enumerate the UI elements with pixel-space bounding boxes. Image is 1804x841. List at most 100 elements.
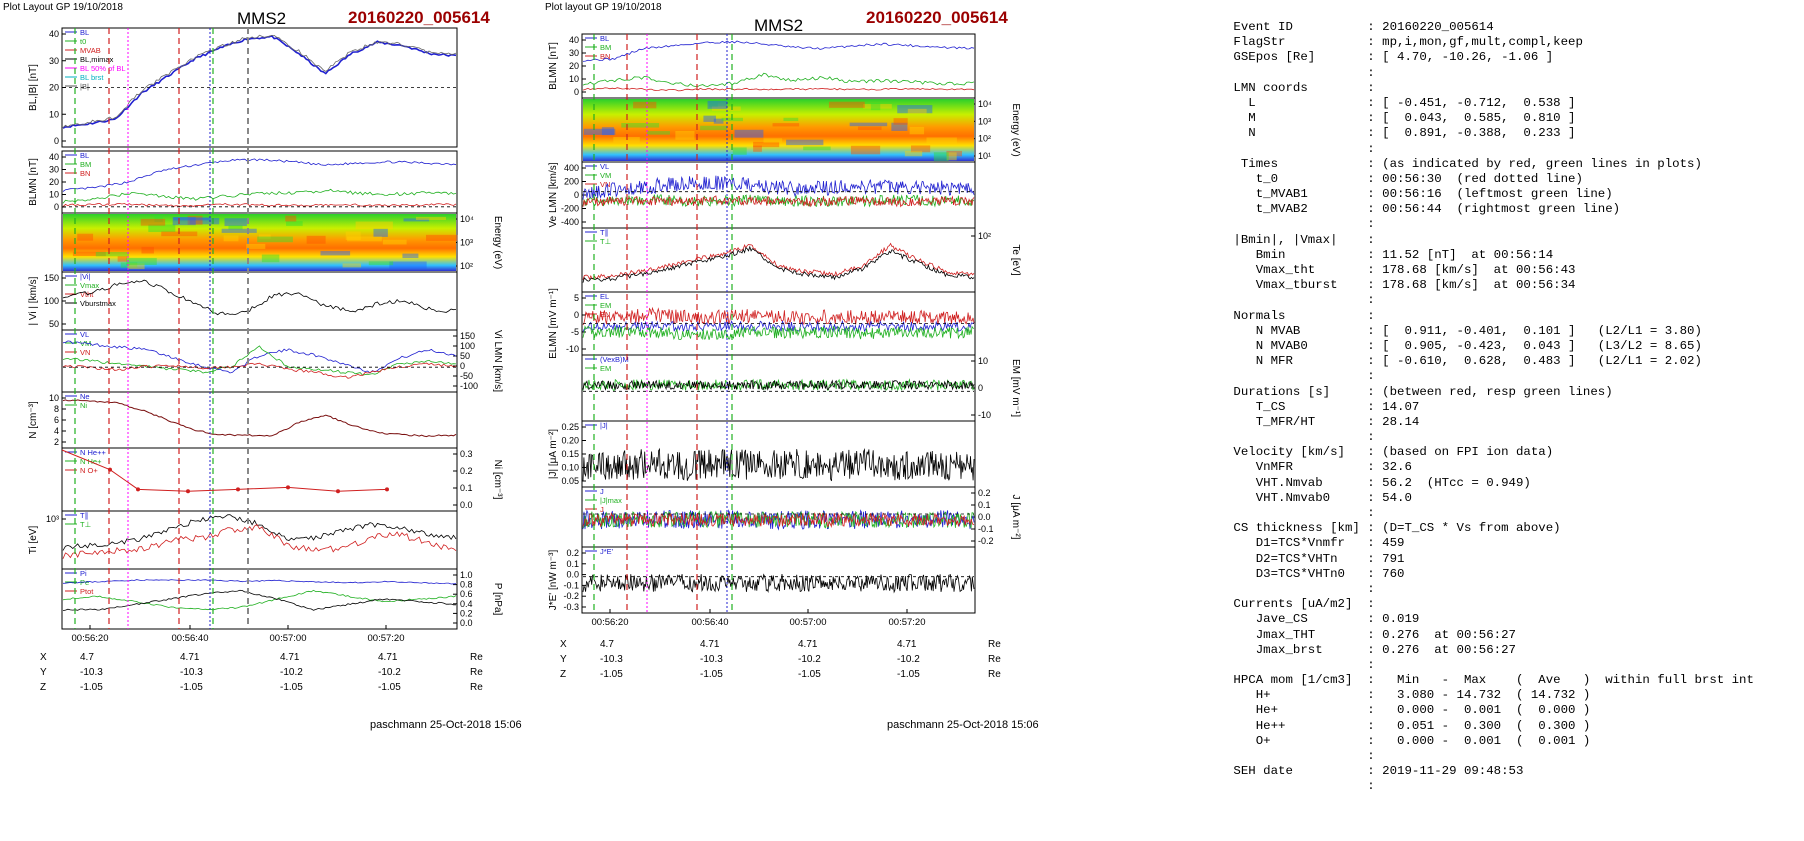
info-line: Normals : [1226,308,1375,323]
spectrogram-patch [904,150,923,157]
info-line: N : [ 0.891, -0.388, 0.233 ] [1226,126,1576,141]
spectrogram-patch [857,126,882,131]
series-line [582,242,975,280]
spectrogram-patch [849,122,888,127]
legend-entry: VM [600,171,611,180]
y-tick-label-right: 50 [460,351,470,361]
position-row: X 4.7 4.71 4.71 4.71 Re [560,639,1020,654]
legend-entry: |B| [80,82,89,91]
series-line [582,447,975,482]
y-tick-label-right: -10 [978,410,991,420]
y-tick-label: 0 [574,87,579,97]
series-line [582,510,975,529]
series-line [62,399,457,438]
spectrogram-patch [803,146,831,151]
spectrogram-patch [345,231,361,240]
y-tick-label: 6 [54,415,59,425]
y-tick-label-right: 0.2 [460,466,473,476]
spectrogram-patch [126,257,157,265]
spectrogram-patch [148,224,176,233]
legend-entry: VN [80,348,90,357]
series-line [582,573,975,594]
x-tick-label: 00:57:20 [889,617,926,628]
info-line: : [1226,293,1375,308]
y-tick-label: -200 [561,204,579,214]
position-axis-label: Z [560,669,567,680]
info-line: Bmin : 11.52 [nT] at 00:56:14 [1226,247,1554,262]
right-plot-header: Plot layout GP 19/10/2018 [545,2,662,13]
spectrogram-patch [621,123,660,128]
spectrogram-patch [246,243,266,249]
y-axis-label: Ve LMN [km/s] [548,162,559,227]
legend-entry: Vburstmax [80,299,116,308]
y-axis-label: BLMN [nT] [28,158,39,206]
y-tick-label-right: 0 [978,383,983,393]
position-value: -10.3 [600,654,623,665]
spectrogram-patch [415,216,446,220]
info-line: T_CS : 14.07 [1226,399,1420,414]
x-tick-label: 00:56:40 [692,617,729,628]
legend-entry: N O+ [80,466,98,475]
y-tick-label: 10³ [46,514,59,524]
legend-entry: EL [600,292,609,301]
y-axis-label: BL,|B| [nT] [28,64,39,111]
spectrogram-patch [700,125,728,131]
x-tick-label: 00:56:20 [72,633,109,644]
spectrogram-patch [863,104,892,109]
series-line [62,523,457,559]
legend-entry: (VexB)M [600,355,629,364]
spectrogram-patch [261,254,280,263]
y-tick-label: 10 [49,190,59,200]
spectrogram-patch [926,137,957,144]
info-line: L : [ -0.451, -0.712, 0.538 ] [1226,95,1576,110]
y-tick-label-right: 0.4 [460,599,473,609]
position-value: -10.2 [897,654,920,665]
y-tick-label-right: 0.1 [978,500,991,510]
legend-entry: J*E' [600,547,614,556]
panel-frame [61,568,458,630]
legend-entry: t0 [80,37,86,46]
legend-entry: BL [80,151,89,160]
position-value: 4.71 [897,639,917,650]
position-value: -1.05 [180,682,203,693]
spectrogram-patch [355,221,393,230]
position-value: 4.71 [378,652,398,663]
spectrogram-patch [601,127,615,136]
position-value: 4.71 [798,639,818,650]
position-value: 4.7 [80,652,94,663]
info-line: M : [ 0.043, 0.585, 0.810 ] [1226,111,1576,126]
panel-frame [581,546,976,614]
series-line [582,319,975,333]
spectrogram-patch [286,221,303,226]
spectrogram-patch [402,253,419,259]
spectrogram-patch [946,152,957,161]
series-line [582,87,975,92]
spectrogram-patch [734,129,764,138]
position-value: -1.05 [80,682,103,693]
series-line [582,40,975,62]
spectrogram-patch [221,228,257,233]
y-tick-label: 0.15 [561,449,579,459]
y-tick-label: 40 [49,152,59,162]
info-line: Vmax_tburst : 178.68 [km/s] at 00:56:34 [1226,278,1576,293]
y-tick-label: 100 [44,296,59,306]
info-line: : [1226,581,1375,596]
info-line: H+ : 3.080 - 14.732 ( 14.732 ) [1226,688,1591,703]
position-axis-label: Y [560,654,567,665]
y-tick-label-right: 10⁴ [978,99,992,109]
y-tick-label-right: 0.2 [460,608,473,618]
y-tick-label: 40 [49,29,59,39]
energy-spectrogram [583,99,974,161]
y-tick-label-right: 1.0 [460,570,473,580]
y-tick-label: 50 [49,319,59,329]
spectrogram-patch [403,218,430,222]
y-tick-label-right: -0.2 [978,536,994,546]
y-tick-label: 0 [574,190,579,200]
left-plot-footer: paschmann 25-Oct-2018 15:06 [370,719,522,731]
series-line [62,279,457,316]
spectrogram-patch [828,101,865,108]
spectrogram-patch [389,261,427,269]
y-tick-label: 10 [49,393,59,403]
spectrogram-patch [933,152,949,162]
series-line [582,72,975,88]
